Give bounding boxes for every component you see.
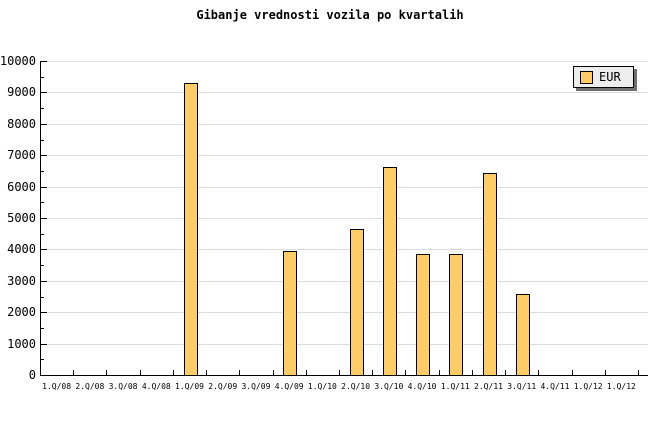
x-axis-label-4: 1.Q/09	[175, 382, 204, 391]
y-minor-tick-4500	[41, 234, 44, 235]
y-axis-label-5000: 5000	[7, 211, 36, 225]
gridline-2000	[41, 312, 648, 313]
x-axis-label-13: 2.Q/11	[474, 382, 503, 391]
y-minor-tick-2500	[41, 297, 44, 298]
legend: EUR	[573, 66, 634, 88]
x-tick-13	[472, 370, 473, 375]
y-major-tick-2000	[41, 312, 47, 313]
gridline-3000	[41, 281, 648, 282]
y-axis-label-6000: 6000	[7, 180, 36, 194]
y-minor-tick-6500	[41, 171, 44, 172]
x-axis-label-3: 4.Q/08	[141, 382, 171, 391]
y-major-tick-5000	[41, 218, 47, 219]
x-tick-14	[505, 370, 506, 375]
gridline-1000	[41, 344, 648, 345]
gridline-5000	[41, 218, 648, 219]
bar-3.Q/10	[383, 167, 397, 375]
x-tick-15	[538, 370, 539, 375]
gridline-6000	[41, 187, 648, 188]
bar-2.Q/10	[350, 229, 364, 375]
x-axis-label-0: 1.Q/08	[42, 382, 72, 391]
y-minor-tick-3500	[41, 265, 44, 266]
bar-4.Q/10	[416, 254, 430, 375]
x-axis-label-11: 4.Q/10	[407, 382, 437, 391]
x-tick-11	[405, 370, 406, 375]
x-tick-7	[273, 370, 274, 375]
x-tick-12	[439, 370, 440, 375]
y-axis-label-3000: 3000	[7, 274, 36, 288]
y-minor-tick-5500	[41, 202, 44, 203]
x-tick-2	[106, 370, 107, 375]
y-axis-label-0: 0	[28, 368, 36, 382]
x-axis-label-9: 2.Q/10	[341, 382, 371, 391]
y-major-tick-1000	[41, 344, 47, 345]
chart-title: Gibanje vrednosti vozila po kvartalih	[196, 8, 464, 22]
bar-2.Q/11	[483, 173, 497, 375]
x-axis-label-1: 2.Q/08	[75, 382, 105, 391]
y-major-tick-9000	[41, 92, 47, 93]
x-axis-label-10: 3.Q/10	[374, 382, 404, 391]
y-axis-label-8000: 8000	[7, 117, 36, 131]
y-major-tick-4000	[41, 249, 47, 250]
legend-label: EUR	[599, 70, 621, 84]
gridline-8000	[41, 124, 648, 125]
x-tick-17	[605, 370, 606, 375]
x-axis-labels: 1.Q/08 2.Q/08 3.Q/08 4.Q/08 1.Q/09 2.Q/09 3.Q/…	[40, 382, 647, 394]
x-axis-label-5: 2.Q/09	[208, 382, 238, 391]
x-tick-16	[572, 370, 573, 375]
x-axis-label-16: 1.Q/12	[573, 382, 603, 391]
x-axis-label-8: 1.Q/10	[307, 382, 337, 391]
x-tick-8	[306, 370, 307, 375]
bar-1.Q/09	[184, 83, 198, 375]
x-tick-10	[372, 370, 373, 375]
y-axis-label-4000: 4000	[7, 242, 36, 256]
x-tick-3	[140, 370, 141, 375]
y-axis-label-2000: 2000	[7, 305, 36, 319]
plot-area	[40, 61, 648, 376]
gridline-9000	[41, 92, 648, 93]
x-axis-label-12: 1.Q/11	[440, 382, 470, 391]
x-tick-1	[73, 370, 74, 375]
x-tick-18	[638, 370, 639, 375]
y-axis-label-10000: 10000	[0, 54, 36, 68]
gridline-4000	[41, 249, 648, 250]
y-axis-label-7000: 7000	[7, 148, 36, 162]
y-minor-tick-1500	[41, 328, 44, 329]
y-major-tick-3000	[41, 281, 47, 282]
y-axis-labels: 0 1000 2000 3000 4000 5000 6000 7000 8000 9000 100…	[0, 54, 36, 382]
y-major-tick-6000	[41, 187, 47, 188]
y-axis-label-1000: 1000	[7, 337, 36, 351]
gridline-10000	[41, 61, 648, 62]
y-minor-tick-7500	[41, 140, 44, 141]
y-axis-label-9000: 9000	[7, 85, 36, 99]
x-axis-label-14: 3.Q/11	[507, 382, 537, 391]
y-minor-tick-8500	[41, 108, 44, 109]
legend-swatch-icon	[580, 70, 593, 84]
x-axis-label-6: 3.Q/09	[241, 382, 271, 391]
x-tick-6	[239, 370, 240, 375]
y-minor-tick-500	[41, 359, 44, 360]
x-tick-4	[173, 370, 174, 375]
bar-1.Q/11	[449, 254, 463, 375]
bar-4.Q/09	[283, 251, 297, 375]
bar-3.Q/11	[516, 294, 530, 375]
y-major-tick-7000	[41, 155, 47, 156]
x-axis-label-2: 3.Q/08	[108, 382, 138, 391]
x-axis-label-7: 4.Q/09	[274, 382, 304, 391]
x-axis-label-15: 4.Q/11	[540, 382, 570, 391]
x-tick-9	[339, 370, 340, 375]
gridline-7000	[41, 155, 648, 156]
x-axis-label-17: 1.Q/12	[606, 382, 636, 391]
y-minor-tick-9500	[41, 77, 44, 78]
y-major-tick-10000	[41, 61, 47, 62]
x-tick-5	[206, 370, 207, 375]
y-major-tick-8000	[41, 124, 47, 125]
